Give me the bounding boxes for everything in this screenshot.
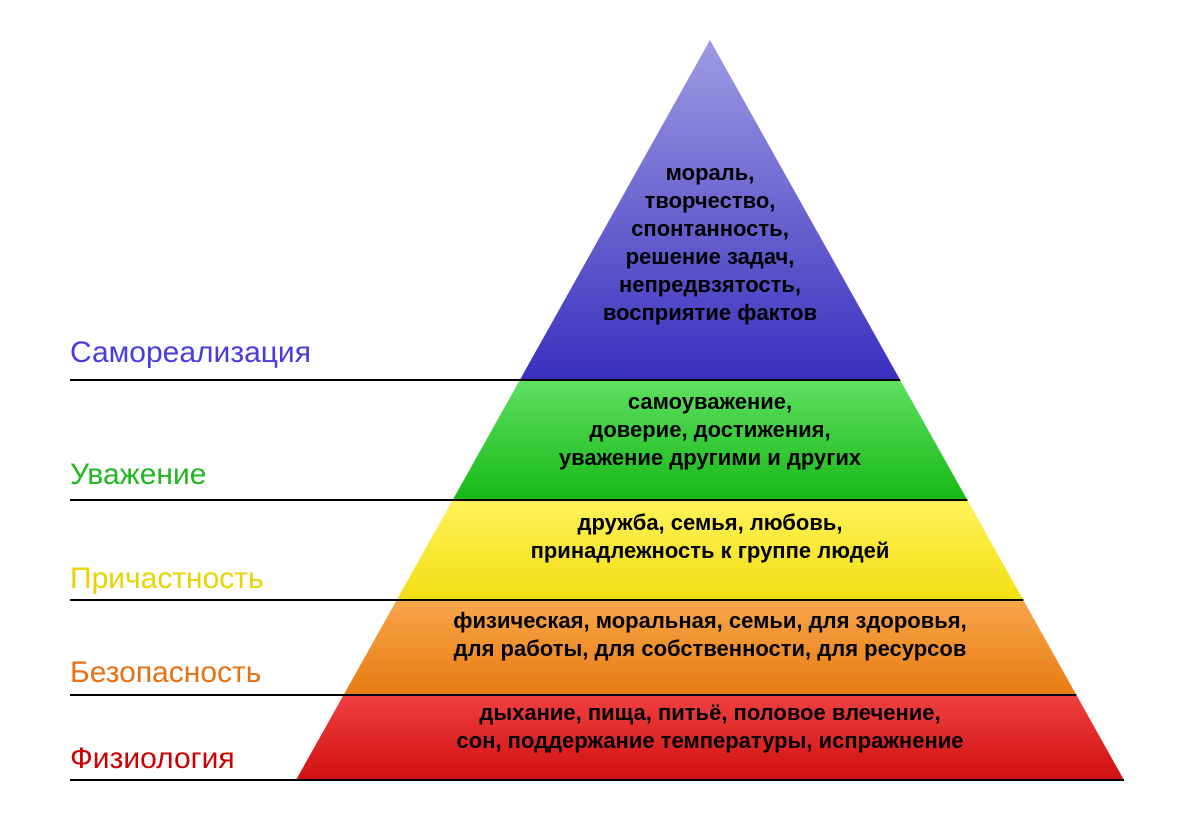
tier-label-belonging: Причастность — [70, 562, 264, 595]
tier-label-self-actualization: Самореализация — [70, 336, 311, 369]
tier-label-safety: Безопасность — [70, 656, 261, 689]
tier-label-esteem: Уважение — [70, 458, 206, 491]
maslow-pyramid-diagram: мораль,творчество,спонтанность,решение з… — [0, 0, 1200, 815]
tier-label-physiology: Физиология — [70, 742, 235, 775]
